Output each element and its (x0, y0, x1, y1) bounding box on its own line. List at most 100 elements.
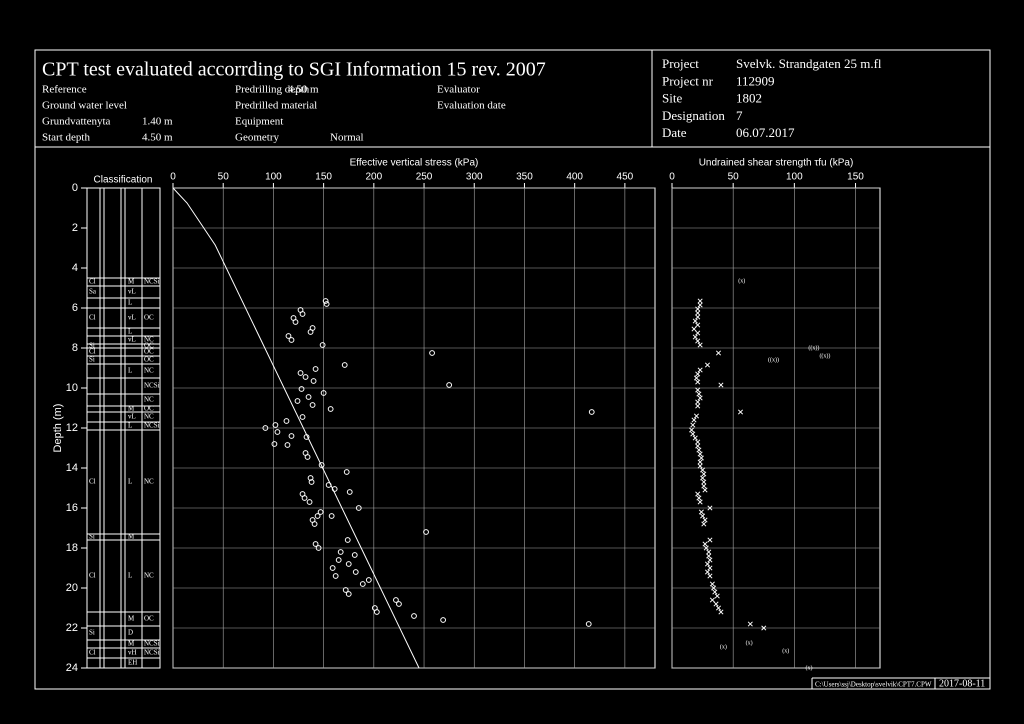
bracketed-point: (x) (782, 647, 789, 654)
point (709, 581, 715, 587)
point (695, 371, 701, 377)
layer-consistency: vL (128, 314, 136, 322)
point (707, 557, 713, 563)
layer (86, 625, 161, 641)
x-tick-label: 150 (315, 172, 332, 183)
x-tick-label: 300 (466, 172, 483, 183)
bracketed-point: (x) (746, 639, 753, 646)
layer-state: NC (144, 478, 154, 486)
field-label: Project nr (662, 73, 714, 88)
point (695, 338, 701, 344)
point (737, 409, 744, 415)
point (393, 597, 399, 603)
point (692, 318, 698, 324)
point (335, 557, 342, 563)
point (429, 350, 435, 356)
y-tick-label: 10 (66, 382, 78, 394)
trend-line (172, 187, 420, 669)
point (288, 433, 295, 439)
y-tick-label: 16 (66, 502, 78, 514)
layer-state: NC (144, 396, 154, 404)
chart-title: Undrained shear strength τfu (kPa) (699, 158, 854, 169)
field-label: Site (662, 91, 682, 106)
point (292, 319, 299, 325)
point (284, 442, 291, 448)
layer-soil: Si (89, 533, 95, 541)
field-value: 1802 (736, 91, 762, 106)
point (692, 435, 698, 441)
y-tick-label: 20 (66, 582, 78, 594)
point (262, 425, 269, 431)
point (691, 326, 697, 332)
field-label: Predrilling depth (235, 84, 310, 96)
layer-consistency: M (128, 640, 135, 648)
point (585, 621, 592, 627)
point (344, 537, 351, 543)
point (707, 573, 713, 579)
point (695, 314, 701, 320)
bracketed-point: (x) (738, 277, 745, 284)
point (306, 499, 313, 505)
field-label: Date (662, 125, 687, 140)
point (285, 333, 292, 339)
layer (86, 657, 161, 669)
point (323, 301, 330, 307)
point (700, 467, 706, 473)
point (697, 342, 703, 348)
y-tick-label: 18 (66, 542, 78, 554)
point (328, 513, 335, 519)
layer-consistency: M (128, 278, 135, 286)
point (319, 342, 326, 348)
point (373, 609, 380, 615)
point (701, 483, 707, 489)
point (299, 414, 306, 420)
point (702, 517, 708, 523)
y-tick-label: 8 (72, 342, 78, 354)
point (312, 366, 319, 372)
point (310, 378, 317, 384)
frame (34, 49, 991, 690)
layer-state: NCSi (144, 649, 160, 657)
layer-soil: Si (89, 629, 95, 637)
point (704, 362, 711, 368)
x-tick-label: 100 (265, 172, 282, 183)
y-tick-label: 12 (66, 422, 78, 434)
bracketed-point: ((x)) (819, 352, 830, 359)
point (307, 475, 314, 481)
point (294, 398, 301, 404)
point (345, 561, 352, 567)
point (698, 455, 704, 461)
point (396, 601, 402, 607)
file-path: C:\Users\ssj\Desktop\svelvik\CPT7.CPW (815, 681, 932, 689)
point (695, 439, 701, 445)
point (689, 427, 695, 433)
field-label: Predrilled material (235, 100, 317, 112)
layer-state: NCSi (144, 382, 160, 390)
bracketed-point: (x) (806, 664, 813, 671)
point (711, 585, 717, 591)
x-tick-label: 100 (786, 172, 803, 183)
point (314, 513, 321, 519)
point (697, 463, 703, 469)
point (695, 379, 701, 385)
point (312, 541, 319, 547)
point (311, 521, 318, 527)
point (718, 382, 724, 388)
point (695, 443, 701, 449)
point (712, 589, 718, 595)
layer-consistency: L (128, 367, 132, 375)
layer-consistency: vL (128, 336, 136, 344)
point (696, 495, 702, 501)
point (343, 469, 350, 475)
point (302, 374, 309, 380)
point (700, 513, 706, 519)
point (365, 577, 372, 583)
layer (86, 533, 161, 541)
layer-state: NCSi (144, 278, 160, 286)
layer-state: NCSi (144, 640, 160, 648)
point (322, 298, 329, 304)
point (318, 462, 325, 468)
point (706, 553, 712, 559)
field-label: Geometry (235, 132, 279, 144)
